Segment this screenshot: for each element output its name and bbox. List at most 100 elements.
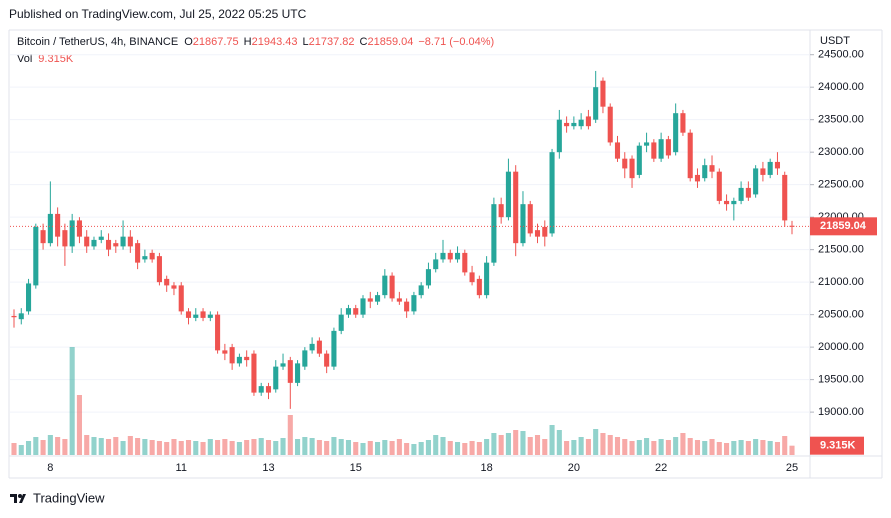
volume-bar (484, 439, 490, 455)
x-tick-label: 18 (480, 462, 492, 474)
candle-body (513, 171, 519, 244)
candle-body (498, 204, 504, 218)
volume-bar (229, 441, 235, 455)
candle-body (447, 252, 453, 260)
candle-body (171, 285, 177, 289)
candle-body (578, 119, 584, 127)
volume-bar (702, 441, 708, 455)
y-tick-label: 19500.00 (818, 374, 864, 386)
volume-bar (215, 440, 221, 455)
candle-body (193, 314, 199, 318)
volume-bar (11, 443, 17, 455)
volume-bar (513, 430, 519, 455)
candle-body (236, 356, 242, 364)
candle-body (469, 272, 475, 283)
candle-body (665, 139, 671, 156)
volume-bar (382, 440, 388, 455)
y-tick-label: 20000.00 (818, 341, 864, 353)
volume-bar (462, 443, 468, 455)
volume-bar (644, 438, 650, 455)
candle-body (244, 356, 250, 361)
volume-bar (542, 439, 548, 455)
volume-bar (782, 436, 788, 455)
volume-bar (193, 441, 199, 455)
candle-body (774, 161, 781, 169)
volume-bar (295, 439, 301, 455)
volume-bar (25, 441, 32, 455)
candle-body (564, 122, 570, 127)
x-tick-label: 11 (176, 462, 187, 474)
candle-body (571, 122, 577, 127)
volume-bar (76, 395, 82, 455)
volume-bar (549, 425, 555, 455)
candle-body (164, 278, 170, 286)
candle-body (135, 243, 141, 263)
candle-body (120, 236, 126, 247)
candle-body (98, 236, 104, 240)
volume-bar (105, 439, 112, 455)
volume-bar (171, 439, 177, 455)
candle-body (251, 353, 257, 393)
volume-bar (440, 437, 446, 455)
candle-body (207, 314, 213, 318)
y-tick-label: 21000.00 (818, 276, 864, 288)
candle-body (149, 252, 155, 260)
y-tick-label: 23500.00 (818, 114, 864, 126)
currency-label: USDT (820, 35, 850, 47)
candle-body (716, 171, 722, 201)
candle-body (185, 311, 192, 318)
volume-bar (98, 438, 104, 455)
candle-body (389, 275, 395, 299)
candle-body (62, 230, 68, 247)
volume-bar (622, 439, 628, 455)
volume-bar (375, 442, 381, 455)
candle-body (331, 330, 337, 367)
ohlc-letter: C (360, 36, 368, 48)
volume-title: Vol (17, 53, 32, 65)
candle-body (229, 347, 235, 364)
volume-bar (367, 441, 373, 455)
volume-bar (287, 415, 293, 455)
candle-body (302, 350, 308, 367)
volume-bar (280, 438, 286, 455)
candle-body (76, 220, 82, 237)
candle-body (549, 152, 555, 234)
last-price-label: 21859.04 (820, 220, 867, 232)
volume-bar (62, 439, 68, 455)
candle-body (324, 353, 330, 367)
volume-bar (353, 442, 359, 455)
volume-bar (665, 440, 671, 455)
volume-bar (578, 437, 584, 455)
candle-body (18, 313, 24, 320)
volume-bar (731, 441, 737, 455)
volume-bar (120, 441, 126, 455)
ohlc-letter: H (244, 36, 252, 48)
candle-body (265, 386, 272, 393)
candle-body (367, 298, 373, 302)
volume-bar (476, 442, 482, 455)
volume-bar (258, 438, 264, 455)
volume-bar (360, 443, 366, 455)
volume-bar (411, 444, 417, 455)
volume-bar (614, 437, 621, 455)
candle-body (215, 314, 221, 351)
volume-bar (265, 440, 272, 455)
candle-body (295, 363, 301, 383)
footer-brand: TradingView (33, 490, 105, 505)
volume-bar (302, 437, 308, 455)
volume-bar (433, 435, 439, 455)
y-tick-label: 24000.00 (818, 81, 864, 93)
candle-body (113, 243, 119, 247)
volume-bar (178, 441, 184, 455)
candle-body (338, 314, 344, 331)
volume-bar (600, 433, 606, 455)
volume-bar (760, 440, 766, 455)
volume-bar (789, 445, 795, 455)
volume-bar (491, 433, 497, 455)
volume-bar (149, 440, 155, 455)
candle-body (520, 204, 526, 244)
volume-bar (673, 437, 679, 455)
candle-body (345, 308, 352, 315)
volume-bar (425, 440, 431, 455)
candle-body (91, 239, 97, 247)
